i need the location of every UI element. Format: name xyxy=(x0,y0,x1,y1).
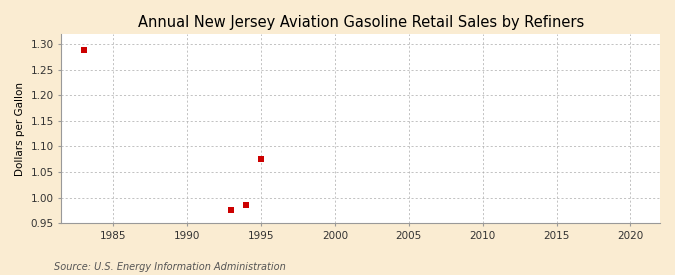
Point xyxy=(241,202,252,207)
Point xyxy=(226,208,237,212)
Point xyxy=(256,157,267,161)
Text: Source: U.S. Energy Information Administration: Source: U.S. Energy Information Administ… xyxy=(54,262,286,272)
Point xyxy=(78,48,89,52)
Y-axis label: Dollars per Gallon: Dollars per Gallon xyxy=(15,81,25,175)
Title: Annual New Jersey Aviation Gasoline Retail Sales by Refiners: Annual New Jersey Aviation Gasoline Reta… xyxy=(138,15,584,30)
